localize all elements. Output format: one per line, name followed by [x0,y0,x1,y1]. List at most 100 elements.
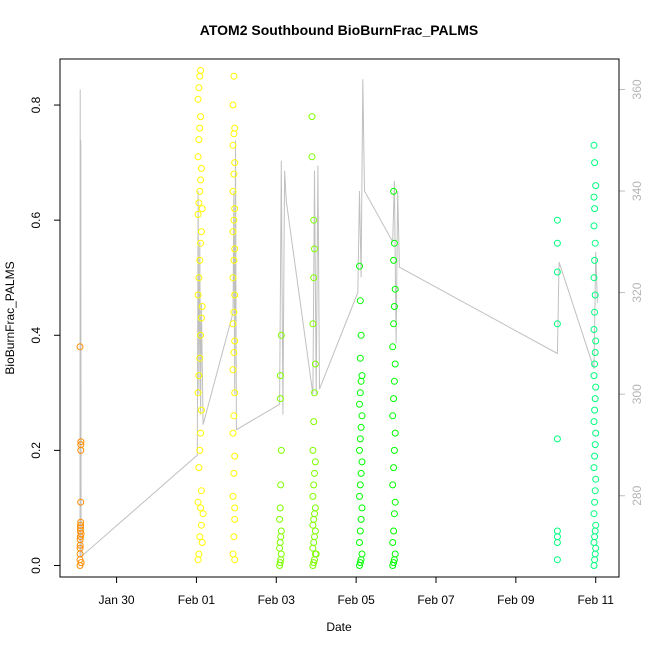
data-point-s1-4 [194,498,202,506]
data-point-s1-37 [199,510,207,518]
data-point-s3-37 [390,395,398,403]
y-tick-label-3: 0.6 [29,211,43,228]
data-point-s1-20 [194,210,202,218]
data-point-s4-44 [592,182,600,190]
data-point-s4-36 [590,274,598,282]
data-point-s1-17 [196,256,204,264]
data-point-s2-38 [310,216,318,224]
data-point-s1-6 [195,464,203,472]
data-point-s2-16 [310,559,318,567]
data-point-s1-41 [229,492,237,500]
data-point-s1-57 [230,216,238,224]
data-point-s1-34 [198,539,206,546]
data-point-s1-8 [197,429,205,437]
data-point-s4-19 [591,487,599,495]
data-point-s0-16 [77,559,85,567]
y2-tick-label-1: 300 [630,384,644,404]
data-point-s1-29 [194,95,202,103]
x-tick-label-2: Feb 03 [258,593,296,607]
x-tick-label-0: Jan 30 [99,593,135,607]
data-point-s1-2 [196,533,204,541]
y-tick-label-2: 0.4 [29,327,43,344]
data-point-s1-48 [230,349,238,356]
data-point-s0-14 [77,438,85,446]
data-point-s1-23 [197,176,205,184]
data-point-s0-10 [77,518,85,526]
x-axis-label: Date [326,620,352,634]
data-point-s3-19 [358,372,366,380]
data-point-s3-22 [356,262,363,270]
data-point-s1-50 [229,320,237,328]
y2-tick-label-4: 360 [630,79,644,99]
data-point-s2-26 [311,504,319,512]
data-point-s4-28 [592,383,600,391]
data-point-s2-13 [276,372,284,380]
data-point-s0-3 [76,544,84,552]
data-point-s4-6 [553,268,561,276]
data-point-s3-10 [357,469,365,477]
data-point-s4-40 [591,205,599,213]
data-point-s1-1 [195,550,203,558]
data-point-s0-13 [77,441,85,449]
data-point-s2-11 [277,446,285,454]
data-point-s3-25 [390,559,398,567]
data-point-s4-37 [591,256,599,264]
data-point-s1-22 [196,187,204,195]
data-point-s1-55 [231,245,239,253]
data-point-s1-10 [194,389,202,397]
data-point-s3-12 [356,446,363,454]
data-point-s1-49 [231,337,239,345]
data-point-s1-36 [198,205,206,213]
data-point-s4-31 [591,349,599,356]
data-point-s0-17 [77,530,85,538]
data-point-s4-29 [590,372,598,380]
data-point-s3-1 [356,559,364,567]
data-point-s2-32 [310,418,318,426]
data-point-s2-28 [310,481,318,489]
data-point-s2-41 [312,550,320,558]
data-point-s1-66 [230,72,238,80]
data-point-s2-39 [308,153,316,161]
data-point-s1-45 [230,412,238,420]
plot-frame [59,58,620,578]
data-point-s3-39 [391,360,399,368]
data-point-s4-21 [590,464,598,472]
y2-tick-label-2: 320 [630,282,644,302]
secondary-series-line [79,79,598,558]
data-point-s4-16 [592,521,600,529]
data-point-s1-21 [195,199,203,207]
data-point-s3-17 [356,389,364,397]
data-point-s3-23 [356,297,364,305]
data-point-s3-32 [389,481,397,489]
data-point-s1-64 [231,124,239,132]
data-point-s2-8 [276,515,284,523]
data-point-s1-46 [231,389,239,397]
data-point-s1-58 [231,205,239,213]
data-point-s4-7 [553,239,561,247]
data-point-s2-7 [277,527,285,535]
data-point-s3-21 [357,331,365,339]
data-point-s2-12 [276,395,284,403]
data-point-s1-15 [194,291,202,299]
data-point-s3-6 [357,515,365,523]
data-point-s3-8 [356,492,363,500]
data-point-s3-30 [390,510,398,518]
y-tick-label-4: 0.8 [29,96,43,113]
data-point-s1-51 [230,308,238,316]
x-tick-label-1: Feb 01 [178,593,216,607]
data-point-s1-32 [197,67,205,74]
x-tick-label-3: Feb 05 [337,593,375,607]
data-point-s3-34 [390,446,398,454]
data-point-s2-1 [276,559,284,567]
data-point-s2-10 [277,481,285,489]
data-point-s3-40 [389,343,397,351]
data-point-s2-30 [311,458,319,466]
data-point-s1-59 [229,187,237,195]
data-point-s3-16 [356,400,363,408]
data-point-s1-27 [196,124,204,132]
data-point-s2-14 [277,331,285,339]
data-point-s4-35 [591,291,599,299]
data-point-s4-32 [592,337,600,345]
data-point-s4-33 [590,326,598,333]
x-tick-label-5: Feb 09 [497,593,535,607]
